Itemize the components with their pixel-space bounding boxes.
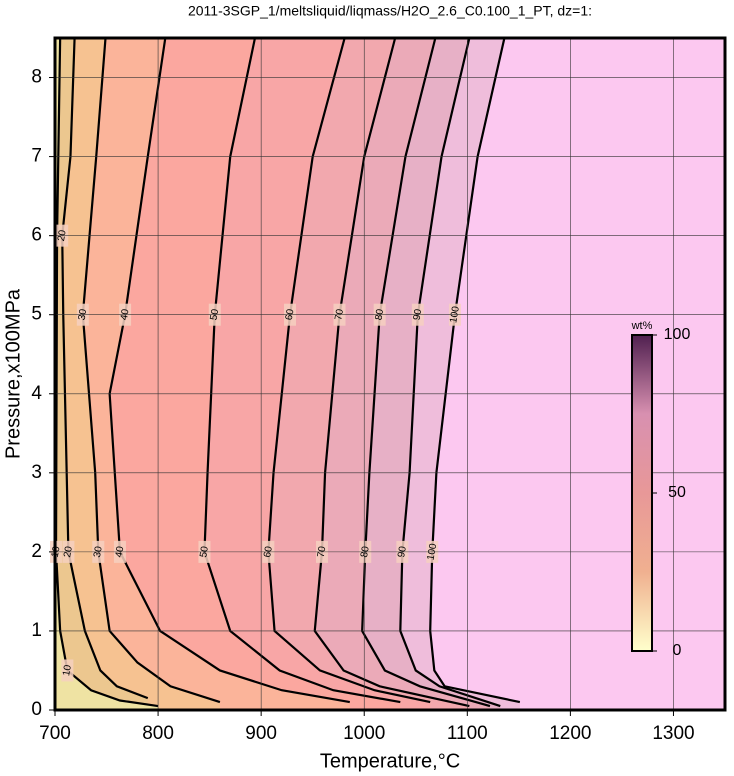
y-axis-label: Pressure,x100MPa — [2, 288, 24, 459]
colorbar — [631, 334, 653, 652]
y-tick-label: 7 — [31, 146, 42, 167]
x-tick-label: 700 — [39, 723, 71, 744]
y-tick-label: 0 — [31, 699, 42, 720]
contour-band — [55, 38, 148, 710]
x-tick-label: 1100 — [447, 723, 488, 744]
x-tick-label: 800 — [142, 723, 174, 744]
contour-label-bg — [61, 659, 74, 682]
colorbar-tick-label: 100 — [664, 326, 691, 343]
y-tick-label: 4 — [31, 383, 42, 404]
contour-label: 10 — [61, 664, 74, 677]
plot-frame — [53, 36, 727, 712]
x-axis-label: Temperature,°C — [320, 750, 460, 772]
contour-band — [55, 38, 350, 710]
x-tick-label: 1200 — [549, 723, 591, 744]
colorbar-tick-label: 50 — [668, 484, 686, 501]
x-tick-label: 1300 — [652, 723, 694, 744]
y-tick-label: 6 — [31, 225, 42, 246]
y-tick-label: 2 — [31, 541, 42, 562]
colorbar-label: wt% — [631, 320, 653, 332]
colorbar-tick-label: 0 — [673, 642, 682, 659]
y-tick-label: 5 — [31, 304, 42, 325]
plot-area: 1010202030304040505060607070808090901001… — [50, 37, 725, 710]
contour-line — [54, 37, 159, 708]
y-tick-label: 1 — [31, 620, 42, 641]
chart-title: 2011-3SGP_1/meltsliquid/liqmass/H2O_2.6_… — [188, 3, 592, 19]
x-tick-label: 1000 — [343, 723, 385, 744]
y-tick-label: 8 — [31, 67, 42, 88]
x-tick-label: 900 — [245, 723, 277, 744]
y-tick-label: 3 — [31, 462, 42, 483]
